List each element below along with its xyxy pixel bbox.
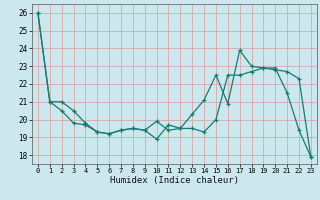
X-axis label: Humidex (Indice chaleur): Humidex (Indice chaleur) — [110, 176, 239, 185]
